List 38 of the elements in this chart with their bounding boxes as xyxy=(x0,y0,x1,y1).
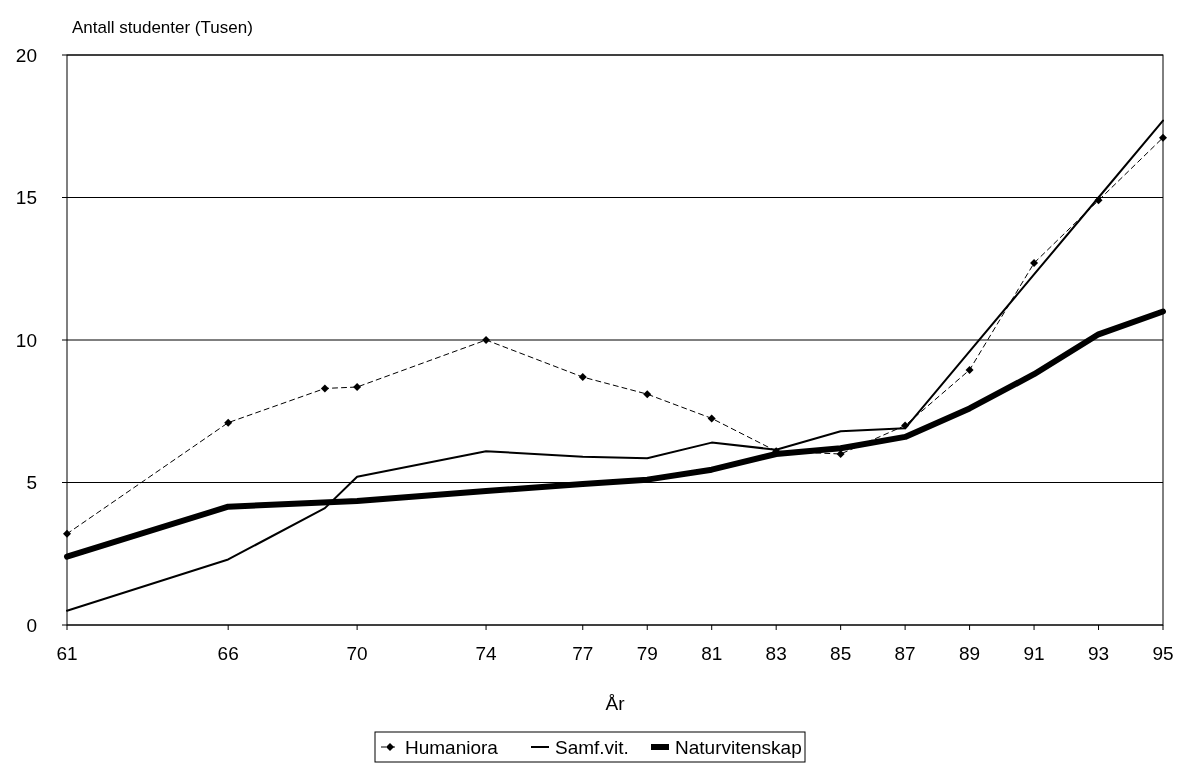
x-axis-title: År xyxy=(605,693,626,714)
point xyxy=(63,529,71,538)
x-tick-label: 83 xyxy=(765,643,787,664)
x-tick-label: 85 xyxy=(830,643,852,664)
y-tick-label: 10 xyxy=(15,329,37,351)
y-tick-label: 20 xyxy=(15,44,37,66)
legend-label: Humaniora xyxy=(405,736,499,758)
x-tick-label: 81 xyxy=(701,643,723,664)
x-tick-label: 79 xyxy=(636,643,658,664)
x-tick-label: 74 xyxy=(475,643,498,664)
point xyxy=(482,336,491,344)
legend-label: Samf.vit. xyxy=(555,736,629,758)
point xyxy=(320,384,329,393)
legend-label: Naturvitenskap xyxy=(675,736,802,758)
x-tick-label: 70 xyxy=(346,643,368,664)
point xyxy=(224,418,233,427)
point xyxy=(965,365,974,374)
point xyxy=(578,373,587,382)
point xyxy=(1094,196,1103,205)
point xyxy=(353,383,362,392)
point xyxy=(707,414,716,423)
x-tick-label: 87 xyxy=(894,643,916,664)
point xyxy=(643,390,652,399)
x-tick-label: 91 xyxy=(1023,643,1045,664)
x-tick-label: 95 xyxy=(1152,643,1174,664)
x-tick-label: 61 xyxy=(56,643,78,664)
point xyxy=(836,450,845,458)
x-tick-label: 89 xyxy=(959,643,981,664)
point xyxy=(901,421,910,430)
y-tick-label: 5 xyxy=(26,472,37,494)
x-tick-label: 77 xyxy=(572,643,594,664)
y-tick-label: 15 xyxy=(15,187,37,209)
x-tick-label: 66 xyxy=(217,643,239,664)
y-tick-label: 0 xyxy=(26,614,37,636)
x-tick-label: 93 xyxy=(1087,643,1110,664)
point xyxy=(1159,133,1167,142)
point xyxy=(1030,259,1039,268)
y-axis-title: Antall studenter (Tusen) xyxy=(72,18,253,37)
